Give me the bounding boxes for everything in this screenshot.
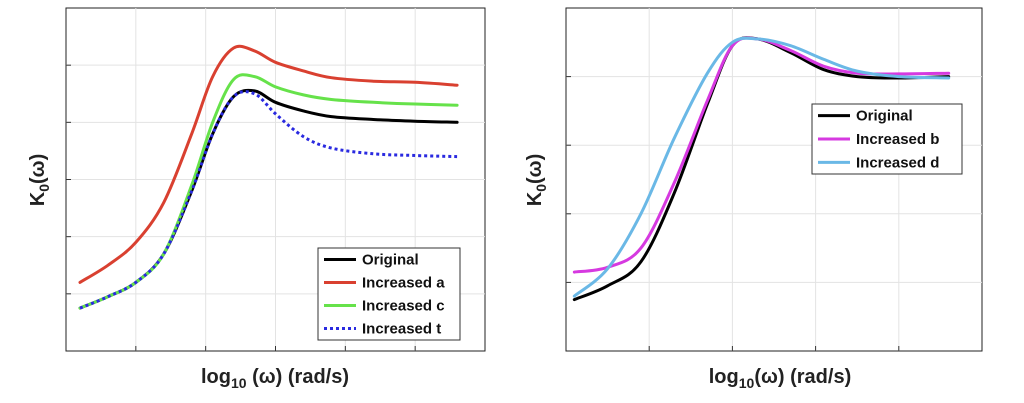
chart-left: Original Increased a Increased c Increased … (27, 7, 486, 391)
legend-right: Original Increased b Increased d (811, 103, 963, 175)
legend-label-left-4: Increased t (362, 321, 441, 338)
legend-left: Original Increased a Increased c Increased … (317, 247, 461, 341)
series-line-left-3 (78, 73, 459, 310)
x-axis-label-left: log10 (ω) (rad/s) (201, 366, 349, 391)
chart-right: Original Increased b Increased d log10(ω) … (524, 7, 983, 391)
legend-label-left-3: Increased c (362, 298, 445, 315)
y-axis-label-right: K0(ω) (524, 154, 549, 206)
series-line-left-2 (78, 44, 459, 284)
y-axis-label-left: K0(ω) (27, 154, 52, 206)
legend-label-left-2: Increased a (362, 275, 445, 292)
legend-label-left-1: Original (362, 252, 419, 269)
plot-area-right (565, 7, 983, 352)
series-group-right (572, 36, 951, 302)
series-group-left (78, 44, 459, 310)
legend-label-right-3: Increased d (856, 154, 939, 171)
series-line-left-4 (79, 90, 458, 310)
legend-label-right-2: Increased b (856, 131, 939, 148)
series-line-right-3 (572, 36, 951, 298)
legend-label-right-1: Original (856, 108, 913, 125)
x-axis-label-right: log10(ω) (rad/s) (709, 366, 851, 391)
legend-box-left (317, 247, 461, 341)
